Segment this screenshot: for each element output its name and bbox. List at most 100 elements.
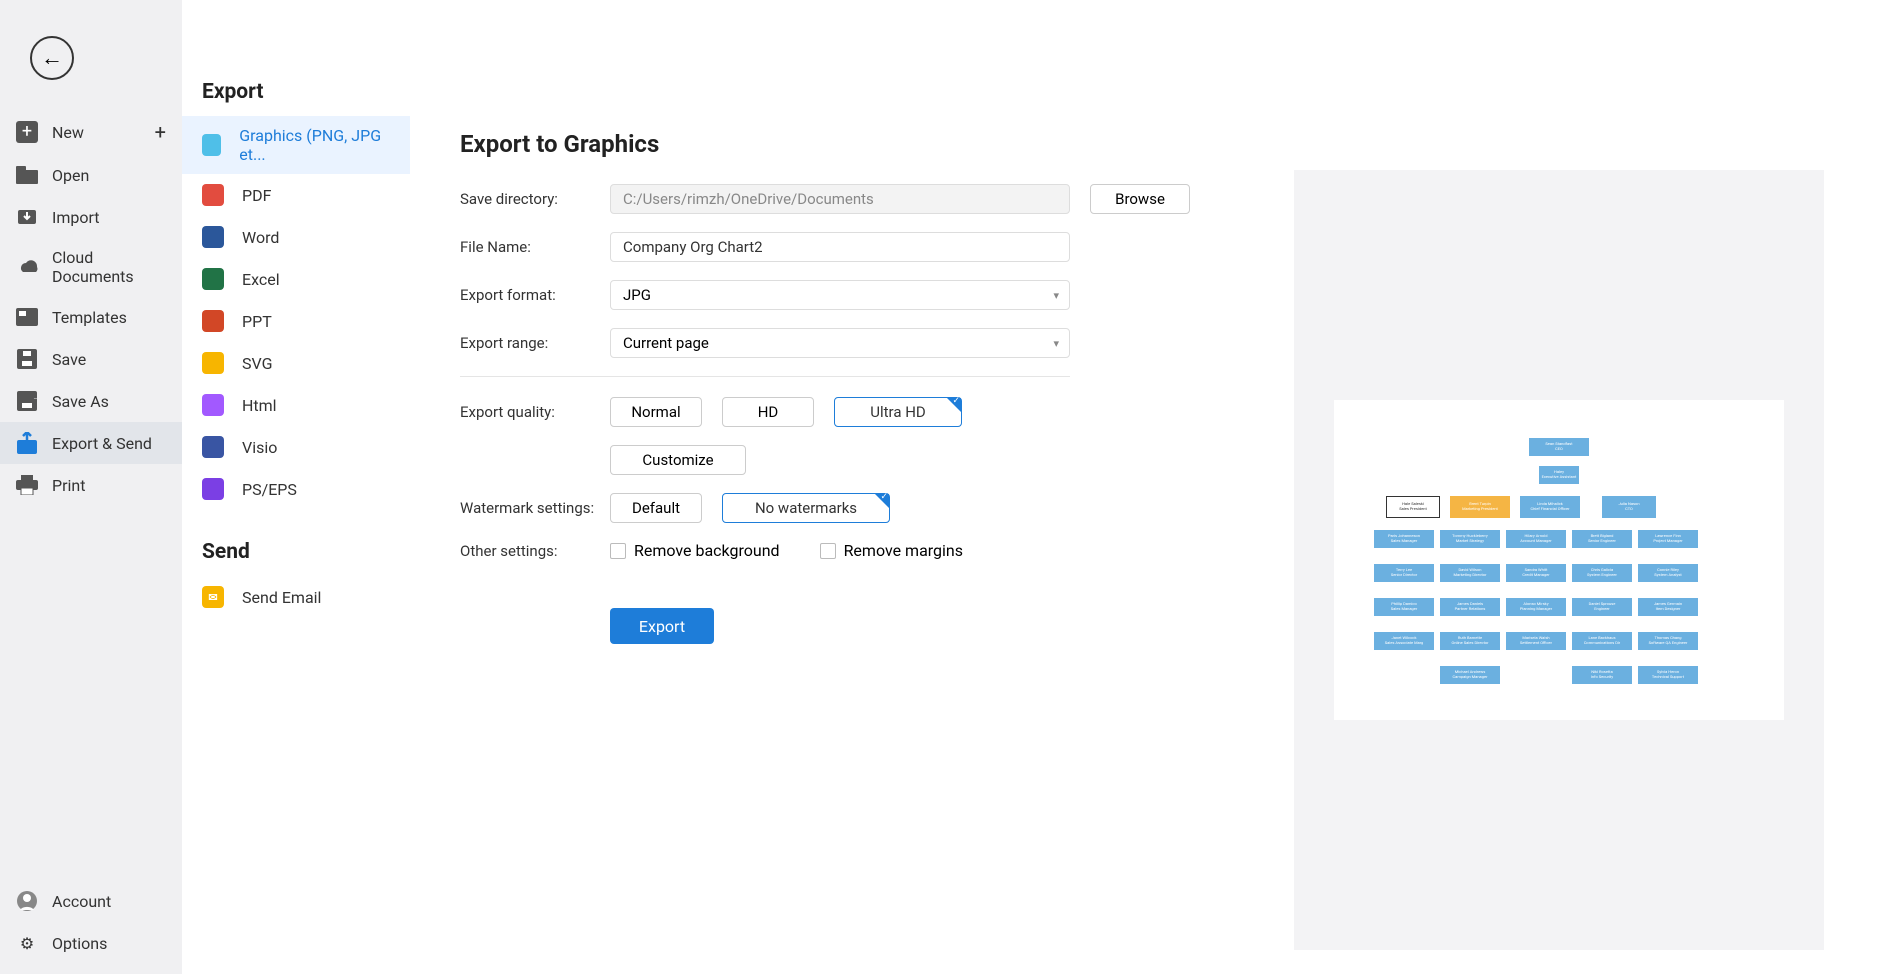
export-item-html[interactable]: Html bbox=[182, 384, 410, 426]
nav-label: Import bbox=[52, 208, 100, 227]
nav-label: Save bbox=[52, 350, 86, 369]
nav-saveas[interactable]: → Save As bbox=[0, 380, 182, 422]
org-node: James DanielsPartner Relations bbox=[1440, 598, 1500, 616]
remove-margins-checkbox[interactable] bbox=[820, 543, 836, 559]
export-item-label: Excel bbox=[242, 270, 280, 289]
org-node: Paris JohannesonSales Manager bbox=[1374, 530, 1434, 548]
org-node: Hale SaleskiSales President bbox=[1386, 496, 1440, 518]
label-filename: File Name: bbox=[460, 238, 610, 256]
org-node: Janet WilcockSales Associate Marg bbox=[1374, 632, 1434, 650]
export-item-excel[interactable]: Excel bbox=[182, 258, 410, 300]
main-panel: Export to Graphics Save directory: Brows… bbox=[410, 0, 1884, 974]
export-button[interactable]: Export bbox=[610, 608, 714, 644]
nav-templates[interactable]: Templates bbox=[0, 296, 182, 338]
export-item-label: Visio bbox=[242, 438, 277, 457]
org-node: Niki RosettaInfo Security bbox=[1572, 666, 1632, 684]
pseps-file-icon bbox=[202, 478, 224, 500]
export-heading: Export bbox=[182, 80, 410, 116]
plus-square-icon: + bbox=[16, 121, 38, 143]
gear-icon: ⚙ bbox=[16, 932, 38, 954]
preview-area: Sean StandfastCEO HaleyExecutive Assistan… bbox=[1294, 170, 1824, 950]
org-node: Brent TurpinMarketing President bbox=[1450, 496, 1510, 518]
nav-import[interactable]: Import bbox=[0, 196, 182, 238]
format-select[interactable]: JPG bbox=[610, 280, 1070, 310]
preview-canvas: Sean StandfastCEO HaleyExecutive Assistan… bbox=[1334, 400, 1784, 720]
label-other: Other settings: bbox=[460, 542, 610, 560]
org-node: Sean StandfastCEO bbox=[1529, 438, 1589, 456]
nav-open[interactable]: Open bbox=[0, 154, 182, 196]
org-node: Sylvia HeronTechnical Support bbox=[1638, 666, 1698, 684]
org-node: Ruth BarnetteOnline Sales Director bbox=[1440, 632, 1500, 650]
org-node: Thomas ChangSoftware QA Engineer bbox=[1638, 632, 1698, 650]
export-column: Export Graphics (PNG, JPG et... PDF Word Ex… bbox=[182, 0, 410, 974]
org-node: Tommy HuckleberryMarket Strategy bbox=[1440, 530, 1500, 548]
excel-file-icon bbox=[202, 268, 224, 290]
org-node: David WilsonMarketing Director bbox=[1440, 564, 1500, 582]
saveas-icon: → bbox=[16, 390, 38, 412]
nav-label: Save As bbox=[52, 392, 109, 411]
nav-label: Export & Send bbox=[52, 434, 152, 453]
nav-print[interactable]: Print bbox=[0, 464, 182, 506]
nav-save[interactable]: Save bbox=[0, 338, 182, 380]
save-dir-input[interactable] bbox=[610, 184, 1070, 214]
watermark-default[interactable]: Default bbox=[610, 493, 702, 523]
pdf-file-icon bbox=[202, 184, 224, 206]
quality-customize[interactable]: Customize bbox=[610, 445, 746, 475]
quality-normal[interactable]: Normal bbox=[610, 397, 702, 427]
org-node: Phillip DamicoSales Manager bbox=[1374, 598, 1434, 616]
org-node: HaleyExecutive Assistant bbox=[1539, 466, 1579, 484]
export-item-pseps[interactable]: PS/EPS bbox=[182, 468, 410, 510]
send-heading: Send bbox=[182, 540, 410, 576]
mail-icon: ✉ bbox=[202, 586, 224, 608]
visio-file-icon bbox=[202, 436, 224, 458]
send-item-email[interactable]: ✉ Send Email bbox=[182, 576, 410, 618]
templates-icon bbox=[16, 306, 38, 328]
nav-cloud[interactable]: Cloud Documents bbox=[0, 238, 182, 296]
export-item-label: PDF bbox=[242, 186, 271, 205]
export-item-visio[interactable]: Visio bbox=[182, 426, 410, 468]
browse-button[interactable]: Browse bbox=[1090, 184, 1190, 214]
send-item-label: Send Email bbox=[242, 588, 321, 607]
word-file-icon bbox=[202, 226, 224, 248]
org-node: Alonso MirskyPlanning Manager bbox=[1506, 598, 1566, 616]
left-nav: + New + Open Import Cloud Documents Temp… bbox=[0, 110, 182, 974]
quality-uhd[interactable]: Ultra HD bbox=[834, 397, 962, 427]
export-item-pdf[interactable]: PDF bbox=[182, 174, 410, 216]
back-button[interactable]: ← bbox=[30, 36, 74, 80]
label-quality: Export quality: bbox=[460, 403, 610, 421]
org-node: Brett BiglandSenior Engineer bbox=[1572, 530, 1632, 548]
nav-new[interactable]: + New + bbox=[0, 110, 182, 154]
export-item-label: PPT bbox=[242, 312, 272, 331]
org-node: Sandra WhittCredit Manager bbox=[1506, 564, 1566, 582]
export-item-word[interactable]: Word bbox=[182, 216, 410, 258]
org-node: Hilary ArnoldAccount Manager bbox=[1506, 530, 1566, 548]
nav-export[interactable]: Export & Send bbox=[0, 422, 182, 464]
nav-options[interactable]: ⚙ Options bbox=[0, 922, 182, 964]
cloud-icon bbox=[16, 256, 38, 278]
export-item-ppt[interactable]: PPT bbox=[182, 300, 410, 342]
filename-input[interactable] bbox=[610, 232, 1070, 262]
save-icon bbox=[16, 348, 38, 370]
import-icon bbox=[16, 206, 38, 228]
svg-file-icon bbox=[202, 352, 224, 374]
html-file-icon bbox=[202, 394, 224, 416]
org-node: Lane BackhausCommunications Dir bbox=[1572, 632, 1632, 650]
watermark-none[interactable]: No watermarks bbox=[722, 493, 890, 523]
org-node: Lawrence FinnProject Manager bbox=[1638, 530, 1698, 548]
label-range: Export range: bbox=[460, 334, 610, 352]
org-node: Michael AndrewsCampaign Manager bbox=[1440, 666, 1500, 684]
label-savedir: Save directory: bbox=[460, 190, 610, 208]
export-item-svg[interactable]: SVG bbox=[182, 342, 410, 384]
org-node: Daniel SprouseEngineer bbox=[1572, 598, 1632, 616]
quality-hd[interactable]: HD bbox=[722, 397, 814, 427]
remove-bg-label: Remove background bbox=[634, 541, 780, 560]
export-icon bbox=[16, 432, 38, 454]
export-item-label: Graphics (PNG, JPG et... bbox=[239, 126, 390, 164]
org-node: James GermainItem Designer bbox=[1638, 598, 1698, 616]
export-item-graphics[interactable]: Graphics (PNG, JPG et... bbox=[182, 116, 410, 174]
range-select[interactable]: Current page bbox=[610, 328, 1070, 358]
account-icon bbox=[16, 890, 38, 912]
org-node: Chris GaliciaSystem Engineer bbox=[1572, 564, 1632, 582]
nav-account[interactable]: Account bbox=[0, 880, 182, 922]
remove-bg-checkbox[interactable] bbox=[610, 543, 626, 559]
